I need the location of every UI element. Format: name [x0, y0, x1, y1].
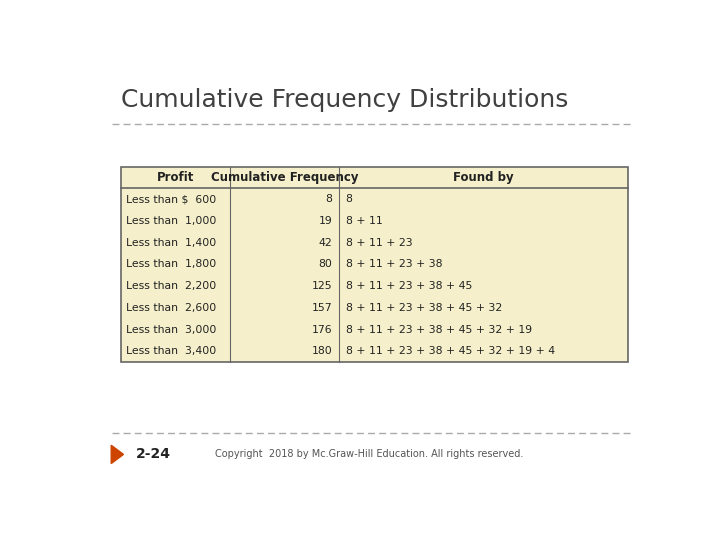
Text: 8 + 11 + 23 + 38 + 45 + 32 + 19 + 4: 8 + 11 + 23 + 38 + 45 + 32 + 19 + 4 — [346, 346, 555, 356]
Text: Less than  1,000: Less than 1,000 — [126, 216, 217, 226]
Text: 8 + 11 + 23: 8 + 11 + 23 — [346, 238, 413, 248]
Text: Less than  1,400: Less than 1,400 — [126, 238, 217, 248]
Bar — [121, 167, 629, 362]
Text: 42: 42 — [318, 238, 333, 248]
Text: Less than  1,800: Less than 1,800 — [126, 259, 217, 269]
Text: 8: 8 — [346, 194, 353, 204]
Text: Less than  3,400: Less than 3,400 — [126, 346, 217, 356]
Text: 8 + 11 + 23 + 38 + 45 + 32 + 19: 8 + 11 + 23 + 38 + 45 + 32 + 19 — [346, 325, 532, 334]
Text: 8 + 11 + 23 + 38 + 45 + 32: 8 + 11 + 23 + 38 + 45 + 32 — [346, 303, 502, 313]
Text: 125: 125 — [312, 281, 333, 291]
Text: 176: 176 — [312, 325, 333, 334]
Text: 8 + 11 + 23 + 38: 8 + 11 + 23 + 38 — [346, 259, 442, 269]
Text: Profit: Profit — [156, 171, 194, 184]
Text: 8 + 11 + 23 + 38 + 45: 8 + 11 + 23 + 38 + 45 — [346, 281, 472, 291]
Text: 19: 19 — [318, 216, 333, 226]
Text: Found by: Found by — [454, 171, 514, 184]
Text: Cumulative Frequency: Cumulative Frequency — [211, 171, 358, 184]
Text: Less than  2,200: Less than 2,200 — [126, 281, 217, 291]
Text: 157: 157 — [312, 303, 333, 313]
Text: Less than $  600: Less than $ 600 — [126, 194, 217, 204]
Text: Cumulative Frequency Distributions: Cumulative Frequency Distributions — [121, 87, 568, 112]
Text: 180: 180 — [312, 346, 333, 356]
Text: 2-24: 2-24 — [136, 448, 171, 461]
Text: 80: 80 — [318, 259, 333, 269]
Text: 8: 8 — [325, 194, 333, 204]
Text: 8 + 11: 8 + 11 — [346, 216, 382, 226]
Text: Less than  2,600: Less than 2,600 — [126, 303, 217, 313]
Polygon shape — [111, 446, 124, 463]
Text: Copyright  2018 by Mc.Graw-Hill Education. All rights reserved.: Copyright 2018 by Mc.Graw-Hill Education… — [215, 449, 523, 460]
Text: Less than  3,000: Less than 3,000 — [126, 325, 217, 334]
